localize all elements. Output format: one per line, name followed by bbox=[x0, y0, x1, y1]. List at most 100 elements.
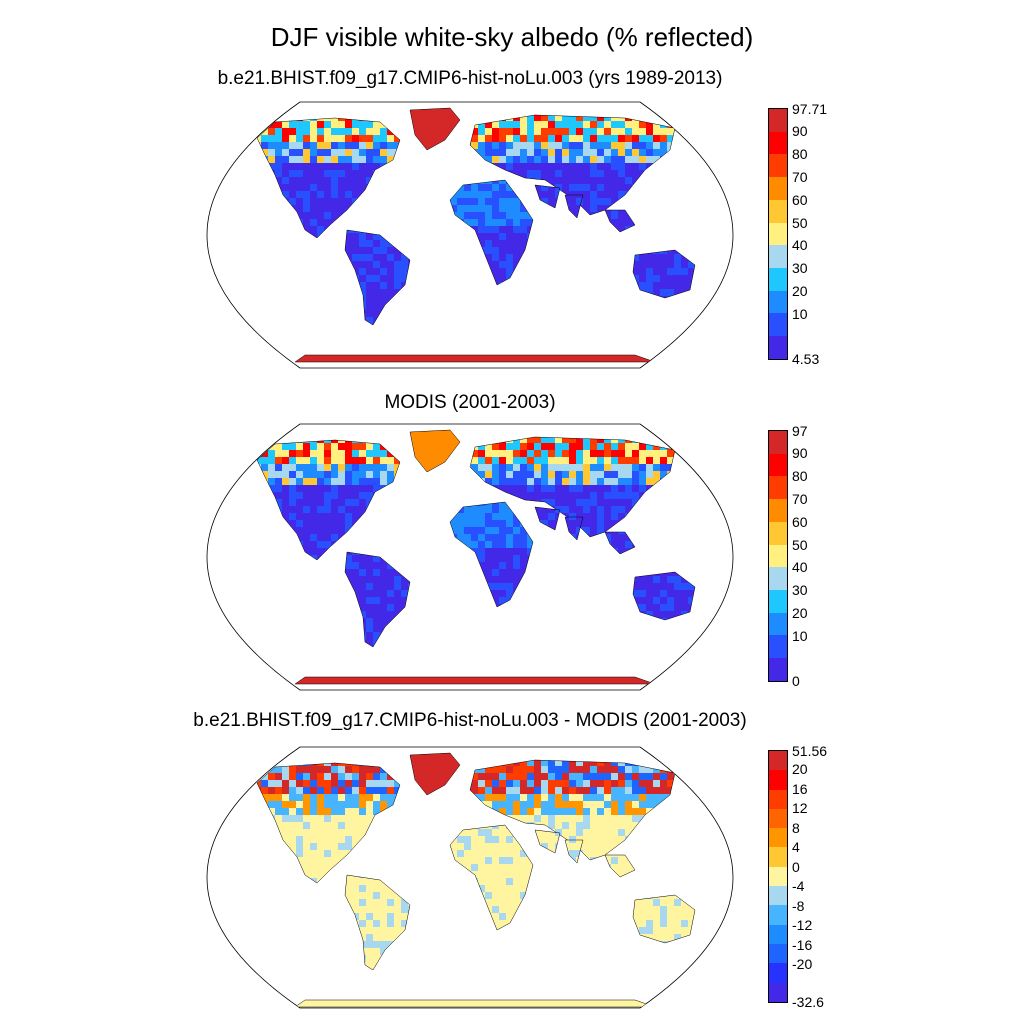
map-cell bbox=[520, 492, 528, 500]
map-cell bbox=[429, 135, 437, 143]
map-cell bbox=[534, 450, 542, 458]
map-cell bbox=[611, 121, 619, 129]
map-cell bbox=[352, 1000, 360, 1005]
map-cell bbox=[520, 801, 528, 809]
map-cell bbox=[478, 829, 486, 837]
map-cell bbox=[520, 121, 528, 129]
map-cell bbox=[380, 457, 388, 465]
map-cell bbox=[562, 760, 570, 767]
map-cell bbox=[590, 1004, 598, 1007]
map-cell bbox=[653, 906, 661, 914]
map-cell bbox=[492, 198, 500, 206]
map-cell bbox=[611, 843, 619, 851]
map-cell bbox=[303, 128, 311, 136]
map-cell bbox=[282, 478, 290, 486]
map-cell bbox=[618, 808, 626, 816]
map-cell bbox=[534, 457, 542, 465]
map-cell bbox=[499, 135, 507, 143]
map-cell bbox=[548, 507, 556, 514]
map-cell bbox=[555, 115, 563, 122]
map-cell bbox=[520, 885, 528, 893]
map-cell bbox=[359, 773, 367, 781]
map-cell bbox=[660, 920, 668, 928]
colorbar-swatch bbox=[769, 290, 787, 314]
map-cell bbox=[303, 156, 311, 164]
map-cell bbox=[618, 485, 626, 493]
map-cell bbox=[527, 437, 535, 444]
map-cell bbox=[345, 149, 353, 157]
map-cell bbox=[513, 583, 521, 591]
map-cell bbox=[310, 464, 318, 472]
map-cell bbox=[604, 121, 612, 129]
map-cell bbox=[380, 794, 388, 802]
map-cell bbox=[485, 198, 493, 206]
map-cell bbox=[506, 590, 514, 598]
map-cell bbox=[359, 766, 367, 774]
map-cell bbox=[485, 121, 493, 129]
map-cell bbox=[436, 753, 444, 760]
map-cell bbox=[310, 815, 318, 823]
map-cell bbox=[338, 163, 346, 171]
map-cell bbox=[569, 499, 577, 507]
map-cell bbox=[289, 478, 297, 486]
panel-3-map bbox=[206, 746, 734, 1009]
map-cell bbox=[331, 850, 339, 858]
map-cell bbox=[373, 677, 381, 682]
map-cell bbox=[492, 1004, 500, 1007]
map-cell bbox=[639, 142, 647, 150]
map-cell bbox=[555, 760, 563, 767]
map-cell bbox=[583, 822, 591, 830]
map-cell bbox=[359, 471, 367, 479]
map-cell bbox=[653, 156, 661, 164]
map-cell bbox=[667, 920, 675, 928]
map-cell bbox=[394, 268, 402, 276]
map-cell bbox=[632, 815, 640, 823]
map-cell bbox=[352, 569, 360, 577]
map-cell bbox=[625, 478, 633, 486]
map-cell bbox=[506, 548, 514, 556]
map-cell bbox=[289, 191, 297, 199]
map-cell bbox=[380, 156, 388, 164]
map-cell bbox=[646, 934, 654, 942]
colorbar-swatch bbox=[769, 866, 787, 887]
map-cell bbox=[296, 212, 304, 220]
map-cell bbox=[394, 1000, 402, 1005]
map-cell bbox=[464, 212, 472, 220]
map-cell bbox=[492, 857, 500, 865]
map-cell bbox=[535, 830, 542, 837]
map-cell bbox=[562, 170, 570, 178]
map-cell bbox=[282, 485, 290, 493]
map-cell bbox=[555, 437, 563, 444]
map-cell bbox=[387, 1000, 395, 1005]
map-cell bbox=[611, 864, 619, 872]
map-cell bbox=[506, 355, 514, 360]
map-cell bbox=[303, 864, 311, 872]
map-cell bbox=[513, 254, 521, 262]
map-cell bbox=[359, 906, 367, 914]
map-cell bbox=[520, 457, 528, 465]
map-cell bbox=[338, 780, 346, 788]
colorbar-swatch bbox=[769, 109, 787, 132]
map-cell bbox=[611, 534, 619, 542]
map-cell bbox=[338, 506, 346, 514]
map-cell bbox=[597, 359, 605, 362]
map-cell bbox=[485, 128, 493, 136]
map-cell bbox=[387, 282, 395, 290]
map-cell bbox=[633, 899, 640, 907]
map-cell bbox=[338, 520, 346, 528]
map-cell bbox=[555, 485, 563, 493]
map-cell bbox=[611, 532, 619, 535]
map-cell bbox=[317, 506, 325, 514]
colorbar-label: 20 bbox=[792, 283, 808, 300]
map-cell bbox=[443, 359, 451, 362]
map-cell bbox=[611, 115, 619, 122]
map-cell bbox=[366, 766, 374, 774]
map-cell bbox=[632, 135, 640, 143]
map-cell bbox=[478, 128, 486, 136]
map-cell bbox=[289, 471, 297, 479]
map-cell bbox=[541, 513, 549, 521]
map-cell bbox=[282, 156, 290, 164]
map-cell bbox=[268, 780, 276, 788]
map-cell bbox=[268, 440, 276, 444]
map-cell bbox=[492, 226, 500, 234]
